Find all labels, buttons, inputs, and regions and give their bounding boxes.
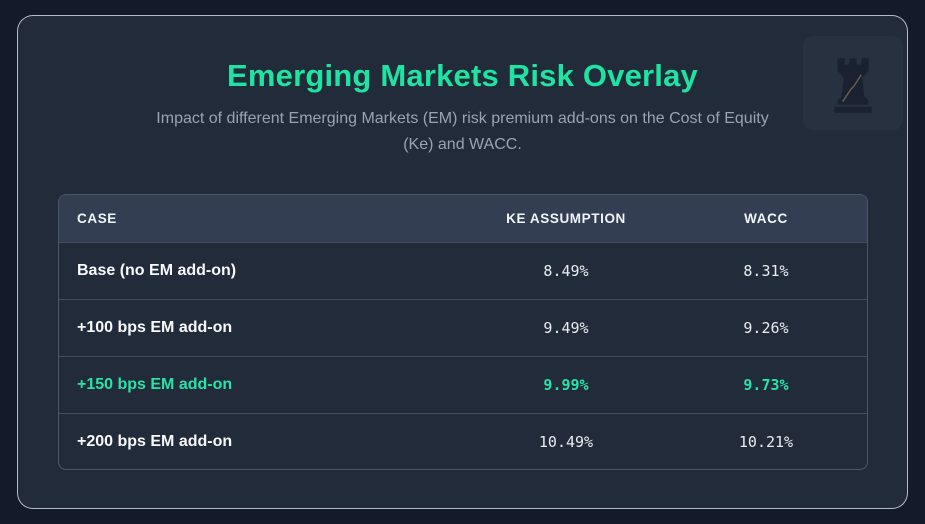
wacc-cell: 10.21% [738, 433, 794, 451]
table-row: +200 bps EM add-on 10.49% 10.21% [59, 413, 867, 469]
case-cell: +200 bps EM add-on [77, 433, 233, 450]
page-title: Emerging Markets Risk Overlay [226, 58, 698, 93]
column-header-case: CASE [77, 211, 117, 226]
rook-icon [820, 50, 886, 116]
case-cell: +100 bps EM add-on [77, 319, 233, 336]
ke-cell: 9.99% [543, 376, 589, 394]
table-row: Base (no EM add-on) 8.49% 8.31% [59, 242, 867, 299]
ke-cell: 8.49% [543, 262, 589, 280]
wacc-cell: 9.73% [743, 376, 789, 394]
ke-cell: 9.49% [543, 319, 589, 337]
wacc-cell: 9.26% [743, 319, 789, 337]
risk-table: CASE KE ASSUMPTION WACC Base (no EM add-… [58, 194, 868, 470]
risk-overlay-card: Emerging Markets Risk Overlay Impact of … [17, 15, 908, 509]
case-cell: +150 bps EM add-on [77, 376, 233, 393]
table-header-row: CASE KE ASSUMPTION WACC [59, 195, 867, 242]
case-cell: Base (no EM add-on) [77, 262, 237, 279]
table-row-highlighted: +150 bps EM add-on 9.99% 9.73% [59, 356, 867, 413]
logo-tile [803, 36, 903, 130]
page-subtitle: Impact of different Emerging Markets (EM… [156, 110, 769, 153]
table-row: +100 bps EM add-on 9.49% 9.26% [59, 299, 867, 356]
ke-cell: 10.49% [538, 433, 594, 451]
column-header-wacc: WACC [744, 211, 788, 226]
column-header-ke: KE ASSUMPTION [506, 211, 626, 226]
wacc-cell: 8.31% [743, 262, 789, 280]
